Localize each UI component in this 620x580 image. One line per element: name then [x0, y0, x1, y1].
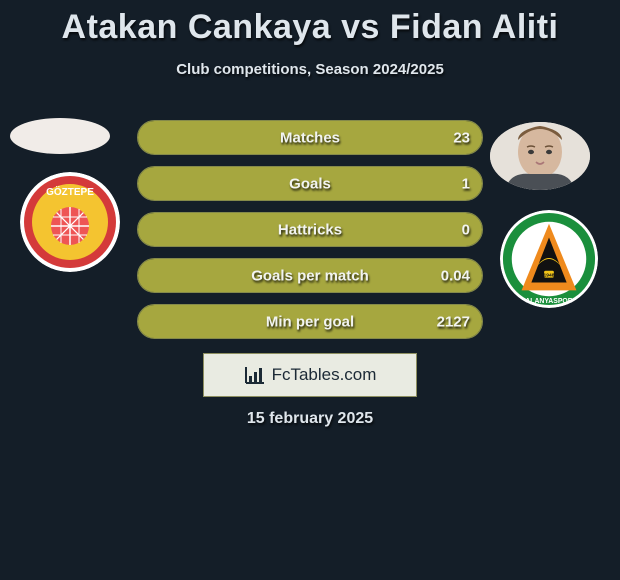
- club-right-badge: 1948 ALANYASPOR: [500, 210, 598, 308]
- page-title: Atakan Cankaya vs Fidan Aliti: [0, 0, 620, 47]
- stat-row-goals-per-match: Goals per match 0.04: [137, 258, 483, 293]
- club-left-badge: GÖZTEPE: [20, 172, 120, 272]
- subtitle: Club competitions, Season 2024/2025: [0, 61, 620, 78]
- stat-value-right: 0: [462, 221, 470, 238]
- player-left-avatar: [10, 118, 110, 154]
- stat-label: Goals: [289, 175, 331, 192]
- stat-row-matches: Matches 23: [137, 120, 483, 155]
- stat-value-right: 0.04: [441, 267, 470, 284]
- svg-text:1948: 1948: [544, 273, 555, 279]
- bar-chart-icon: [244, 365, 266, 385]
- brand-badge[interactable]: FcTables.com: [203, 353, 417, 397]
- stat-row-hattricks: Hattricks 0: [137, 212, 483, 247]
- stat-label: Hattricks: [278, 221, 342, 238]
- stat-label: Matches: [280, 129, 340, 146]
- svg-text:ALANYASPOR: ALANYASPOR: [525, 298, 572, 305]
- stat-value-right: 23: [453, 129, 470, 146]
- stat-row-goals: Goals 1: [137, 166, 483, 201]
- stat-label: Min per goal: [266, 313, 354, 330]
- date-label: 15 february 2025: [247, 410, 373, 428]
- stat-row-min-per-goal: Min per goal 2127: [137, 304, 483, 339]
- stat-value-right: 2127: [437, 313, 470, 330]
- player-right-avatar: [490, 122, 590, 190]
- svg-text:GÖZTEPE: GÖZTEPE: [46, 185, 94, 198]
- stat-value-right: 1: [462, 175, 470, 192]
- brand-label: FcTables.com: [272, 365, 377, 385]
- stats-container: Matches 23 Goals 1 Hattricks 0 Goals per…: [137, 120, 483, 350]
- stat-label: Goals per match: [251, 267, 369, 284]
